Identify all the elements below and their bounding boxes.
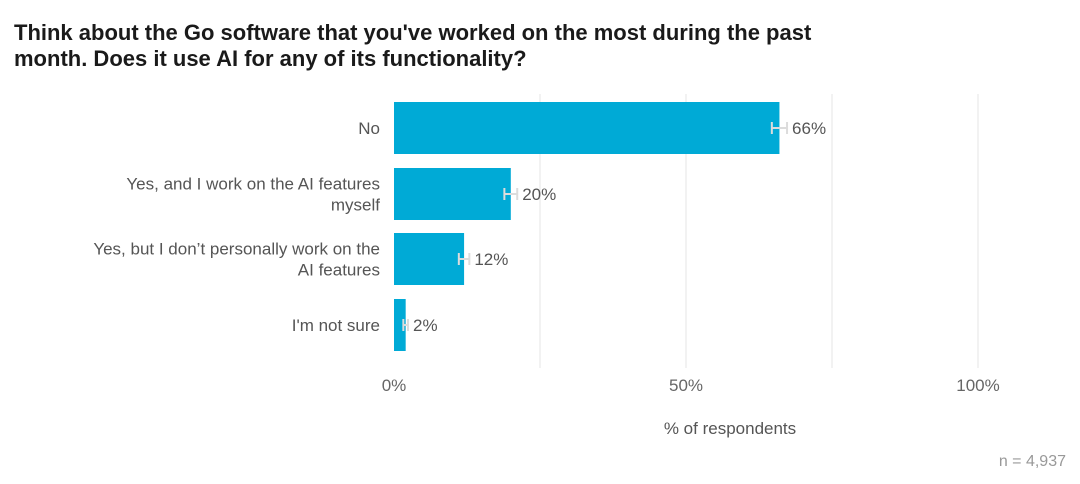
value-label-0: 66%: [792, 119, 826, 138]
category-label-0-0: No: [358, 119, 380, 138]
value-label-3: 2%: [413, 316, 438, 335]
bar-0: [394, 102, 780, 154]
x-tick-label-100: 100%: [956, 376, 999, 395]
bar-2: [394, 233, 465, 285]
x-tick-label-50: 50%: [669, 376, 703, 395]
bar-1: [394, 168, 511, 220]
x-axis-title: % of respondents: [664, 419, 796, 438]
sample-size-note: n = 4,937: [999, 453, 1066, 470]
category-label-3-0: I'm not sure: [292, 316, 380, 335]
x-tick-label-0: 0%: [382, 376, 407, 395]
value-label-1: 20%: [522, 185, 556, 204]
category-label-1-0: Yes, and I work on the AI features: [126, 175, 380, 194]
category-label-2-1: AI features: [298, 261, 380, 280]
chart-title: Think about the Go software that you've …: [14, 20, 1054, 72]
category-label-1-1: myself: [331, 196, 380, 215]
value-label-2: 12%: [474, 250, 508, 269]
chart-title-line-1: Think about the Go software that you've …: [14, 20, 812, 45]
chart-title-line-2: month. Does it use AI for any of its fun…: [14, 46, 527, 71]
bar-3: [394, 299, 406, 351]
category-label-2-0: Yes, but I don’t personally work on the: [93, 240, 380, 259]
